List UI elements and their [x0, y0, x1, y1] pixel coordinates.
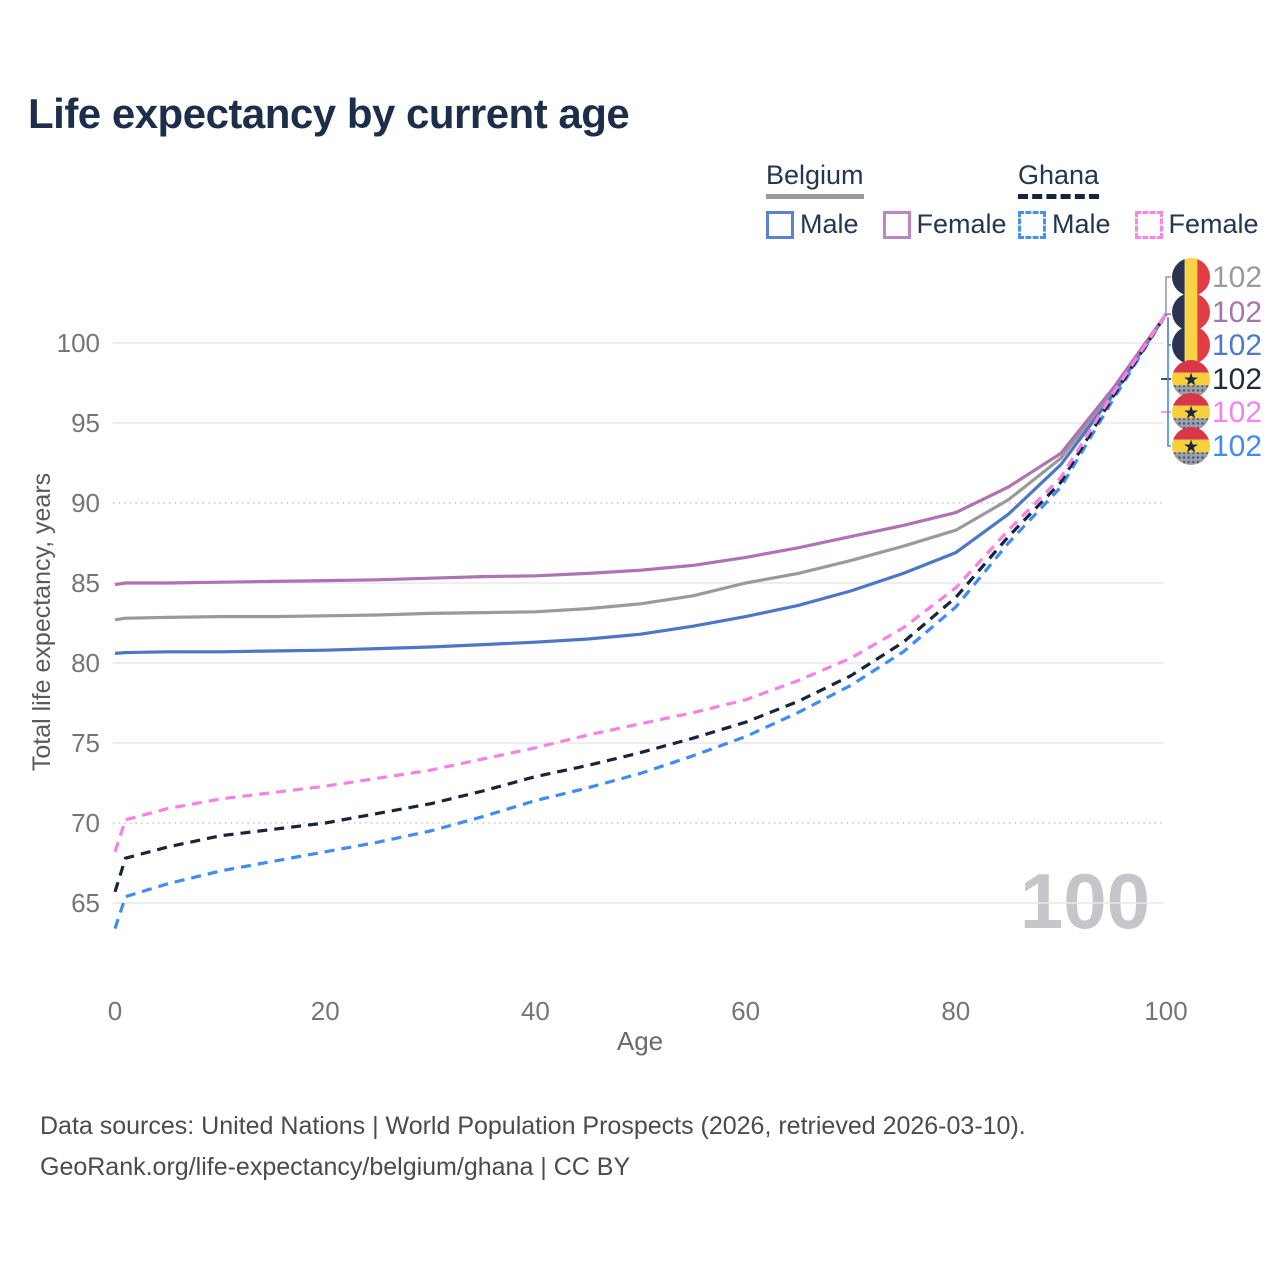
end-value-label-0: 102: [1212, 261, 1262, 294]
leader-line-2: [1167, 317, 1171, 346]
end-value-label-4: 102: [1212, 396, 1262, 429]
age-counter-watermark: 100: [1019, 857, 1150, 945]
flag-icon-ghana: ★: [1172, 393, 1210, 431]
legend-swatch-belgium-female: [882, 210, 911, 239]
x-tick-100: 100: [1144, 996, 1187, 1026]
leader-line-0: [1165, 276, 1171, 315]
y-tick-70: 70: [71, 808, 100, 838]
series-line-ghana-female: [113, 313, 1168, 853]
flag-icon-belgium: [1172, 293, 1210, 331]
legend-label-ghana-male: Male: [1052, 209, 1111, 239]
y-tick-100: 100: [57, 328, 100, 358]
legend-item-ghana-female[interactable]: Female: [1134, 209, 1259, 240]
x-tick-80: 80: [941, 996, 970, 1026]
x-tick-20: 20: [311, 996, 340, 1026]
legend-swatch-ghana-male: [1018, 210, 1046, 239]
legend-group-belgium: Belgium Male Female: [766, 160, 1021, 240]
flag-icon-belgium: [1172, 326, 1210, 364]
legend-header-belgium: Belgium: [766, 160, 864, 199]
end-value-label-2: 102: [1212, 329, 1262, 362]
y-tick-75: 75: [71, 728, 100, 758]
y-tick-90: 90: [71, 488, 100, 518]
legend-item-belgium-male[interactable]: Male: [766, 209, 859, 240]
series-line-belgium-female: [114, 313, 1168, 587]
footer-sources: Data sources: United Nations | World Pop…: [40, 1112, 1026, 1140]
legend-label-ghana-female: Female: [1168, 209, 1259, 239]
legend-item-belgium-female[interactable]: Female: [882, 209, 1007, 240]
y-tick-65: 65: [71, 888, 100, 918]
x-tick-40: 40: [521, 996, 550, 1026]
legend-row-belgium: Male Female: [766, 209, 1021, 240]
series-line-belgium-male: [114, 313, 1168, 655]
flag-icon-belgium: [1172, 258, 1210, 296]
x-tick-0: 0: [108, 996, 122, 1026]
series-line-belgium-both-sexes: [114, 313, 1168, 622]
end-value-label-5: 102: [1212, 430, 1262, 463]
flag-icon-ghana: ★: [1172, 360, 1210, 398]
svg-text:★: ★: [1183, 403, 1199, 423]
leader-line-5: [1167, 345, 1171, 447]
y-tick-95: 95: [71, 408, 100, 438]
legend-label-belgium-female: Female: [916, 209, 1007, 239]
end-value-label-1: 102: [1212, 296, 1262, 329]
footer-attribution: GeoRank.org/life-expectancy/belgium/ghan…: [40, 1153, 631, 1181]
page-title: Life expectancy by current age: [28, 90, 630, 137]
legend-label-belgium-male: Male: [800, 209, 859, 239]
y-tick-85: 85: [71, 568, 100, 598]
x-tick-60: 60: [731, 996, 760, 1026]
legend: Belgium Male Female Ghana Male: [0, 160, 1280, 250]
legend-swatch-ghana-female: [1134, 210, 1163, 239]
svg-text:★: ★: [1183, 437, 1199, 457]
end-value-label-3: 102: [1212, 363, 1262, 396]
legend-swatch-belgium-male: [766, 210, 794, 239]
y-axis-title: Total life expectancy, years: [28, 473, 56, 771]
legend-header-ghana: Ghana: [1018, 160, 1100, 199]
series-line-ghana-both-sexes: [113, 313, 1168, 893]
legend-row-ghana: Male Female: [1018, 209, 1273, 240]
legend-item-ghana-male[interactable]: Male: [1018, 209, 1111, 240]
flag-icon-ghana: ★: [1172, 427, 1210, 465]
svg-text:★: ★: [1183, 370, 1199, 390]
x-axis-title: Age: [617, 1026, 663, 1056]
footer: Data sources: United Nations | World Pop…: [40, 1106, 1026, 1188]
series-line-ghana-male: [113, 313, 1168, 930]
legend-group-ghana: Ghana Male Female: [1018, 160, 1273, 240]
y-tick-80: 80: [71, 648, 100, 678]
